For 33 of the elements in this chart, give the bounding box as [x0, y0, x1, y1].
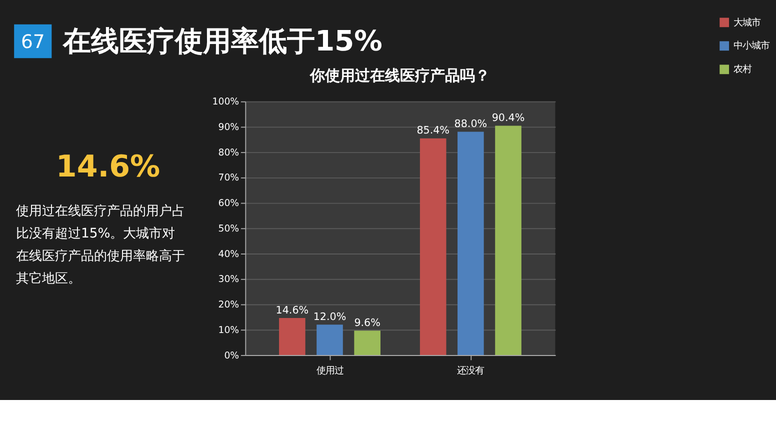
bar: [495, 126, 522, 356]
y-tick-label: 20%: [218, 300, 240, 311]
text: 12.0%: [313, 310, 346, 323]
x-tick-label: 还没有: [457, 365, 484, 376]
y-tick-label: 80%: [218, 147, 240, 158]
bar: [458, 132, 484, 356]
text: 90.4%: [492, 112, 525, 124]
y-tick-label: 90%: [218, 122, 240, 134]
y-tick-label: 100%: [212, 96, 240, 108]
legend-label: 大城市: [734, 17, 761, 28]
x-tick-label: 使用过: [316, 365, 344, 376]
bar: [279, 318, 306, 356]
text: 在线医疗使用率低于15%: [62, 24, 382, 58]
legend-label: 农村: [734, 64, 752, 76]
y-tick-label: 60%: [218, 198, 240, 210]
text: 14.6%: [56, 150, 160, 185]
y-tick-label: 40%: [218, 248, 240, 260]
bar: [354, 330, 380, 356]
y-tick-label: 50%: [218, 223, 240, 234]
bar: [420, 138, 446, 356]
text: 88.0%: [454, 118, 488, 130]
text: 使用过在线医疗产品的用户占比没有超过15%。大城市对在线医疗产品的使用率略高于其它地区。: [16, 204, 185, 287]
y-tick-label: 30%: [218, 274, 240, 286]
text: 14.6%: [276, 304, 309, 316]
y-tick-label: 0%: [224, 350, 240, 362]
chart-title: 你使用过在线医疗产品吗？: [309, 66, 490, 85]
y-tick-label: 70%: [218, 172, 240, 184]
text: 85.4%: [416, 124, 450, 137]
legend-label: 中小城市: [734, 40, 770, 52]
text: 67: [20, 32, 45, 53]
y-tick-label: 10%: [218, 324, 240, 336]
text: 9.6%: [354, 316, 380, 329]
bar: [316, 324, 343, 356]
